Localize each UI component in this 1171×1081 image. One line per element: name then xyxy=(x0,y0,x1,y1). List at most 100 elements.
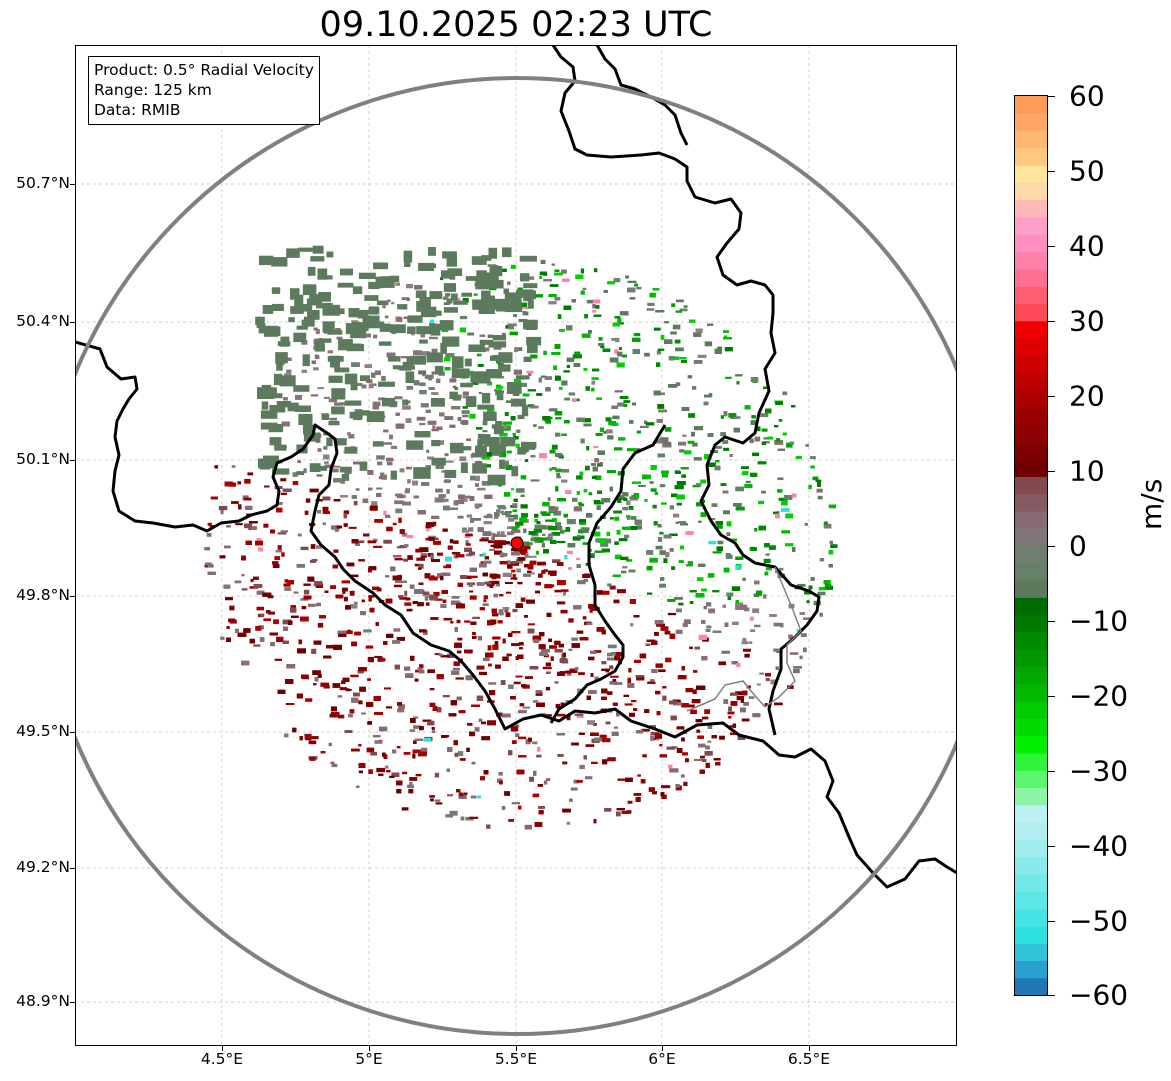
radar-echo-pixel xyxy=(368,487,373,491)
radar-map[interactable] xyxy=(75,45,957,1046)
radar-echo-pixel xyxy=(431,392,439,395)
radar-echo-pixel xyxy=(297,533,302,537)
radar-echo-pixel xyxy=(286,580,294,585)
radar-echo-pixel xyxy=(628,668,632,673)
radar-echo-pixel xyxy=(386,769,391,773)
radar-echo-pixel xyxy=(395,282,400,286)
radar-echo-pixel xyxy=(406,608,413,612)
radar-echo-pixel xyxy=(387,461,393,466)
radar-echo-pixel xyxy=(538,644,546,650)
radar-echo-pixel xyxy=(585,744,595,747)
radar-echo-pixel xyxy=(274,556,280,560)
radar-echo-pixel xyxy=(512,527,518,532)
radar-echo-pixel xyxy=(758,525,766,531)
radar-echo-pixel xyxy=(722,604,726,608)
radar-echo-pixel xyxy=(556,476,561,479)
radar-echo-pixel xyxy=(412,601,418,604)
radar-echo-pixel xyxy=(418,751,427,757)
radar-echo-pixel xyxy=(592,475,597,479)
radar-echo-pixel xyxy=(692,386,697,390)
radar-echo-pixel xyxy=(676,608,682,613)
radar-echo-pixel xyxy=(464,575,472,579)
radar-echo-pixel xyxy=(313,327,318,331)
radar-echo-pixel xyxy=(742,690,748,696)
radar-echo-pixel xyxy=(373,696,381,701)
radar-echo-pixel xyxy=(454,642,462,648)
radar-echo-pixel xyxy=(501,332,506,336)
radar-echo-pixel xyxy=(520,382,527,387)
radar-echo-pixel xyxy=(757,426,761,432)
radar-echo-pixel xyxy=(819,558,825,562)
radar-echo-pixel xyxy=(539,276,543,279)
radar-echo-pixel xyxy=(566,671,572,676)
radar-echo-pixel xyxy=(441,735,448,738)
radar-echo-pixel xyxy=(243,497,252,501)
radar-echo-pixel xyxy=(446,564,451,568)
radar-echo-pixel xyxy=(456,603,465,609)
radar-echo-pixel xyxy=(644,499,648,502)
radar-echo-pixel xyxy=(543,714,552,717)
radar-echo-pixel xyxy=(557,713,566,717)
radar-echo-pixel xyxy=(532,794,539,798)
radar-echo-pixel xyxy=(458,710,466,714)
radar-echo-pixel xyxy=(353,461,361,465)
radar-echo-pixel xyxy=(622,403,628,407)
radar-echo-pixel xyxy=(555,375,561,381)
radar-echo-pixel xyxy=(445,293,450,297)
radar-echo-pixel xyxy=(582,542,589,545)
radar-echo-pixel xyxy=(629,599,636,604)
radar-echo-pixel xyxy=(675,785,682,791)
radar-echo-pixel xyxy=(622,566,628,569)
radar-echo-pixel xyxy=(657,524,662,528)
radar-echo-pixel xyxy=(494,512,500,517)
radar-echo-pixel xyxy=(710,450,719,454)
radar-echo-pixel xyxy=(328,398,338,403)
radar-echo-pixel xyxy=(501,512,509,516)
radar-echo-pixel xyxy=(705,762,710,768)
radar-echo-pixel xyxy=(557,562,564,566)
radar-echo-pixel xyxy=(540,375,547,378)
radar-echo-pixel xyxy=(733,427,740,433)
radar-echo-pixel xyxy=(317,510,322,514)
radar-echo-pixel xyxy=(549,467,553,472)
radar-echo-pixel xyxy=(374,740,383,744)
radar-echo-pixel xyxy=(506,450,512,454)
radar-echo-pixel xyxy=(303,468,307,473)
radar-echo-pixel xyxy=(622,526,631,530)
radar-echo-pixel xyxy=(723,699,729,704)
radar-echo-pixel xyxy=(523,528,527,533)
radar-echo-pixel xyxy=(560,609,568,614)
radar-echo-pixel xyxy=(659,583,667,588)
radar-echo-pixel xyxy=(305,498,311,503)
radar-echo-pixel xyxy=(412,753,416,759)
radar-echo-pixel xyxy=(351,539,359,544)
radar-echo-pixel xyxy=(383,641,388,645)
radar-echo-pixel xyxy=(438,494,446,498)
radar-echo-pixel xyxy=(457,515,464,519)
radar-echo-pixel xyxy=(601,629,606,635)
radar-echo-pixel xyxy=(351,495,357,499)
radar-echo-pixel xyxy=(383,539,392,544)
radar-echo-pixel xyxy=(494,641,499,646)
radar-echo-pixel xyxy=(358,763,366,768)
radar-echo-pixel xyxy=(681,407,690,411)
radar-echo-pixel xyxy=(748,641,753,644)
radar-echo-pixel xyxy=(331,712,339,717)
radar-echo-pixel xyxy=(602,738,611,743)
radar-echo-pixel xyxy=(694,426,703,431)
radar-echo-pixel xyxy=(489,690,496,696)
radar-echo-pixel xyxy=(612,702,618,706)
radar-echo-pixel xyxy=(676,299,684,303)
radar-echo-pixel xyxy=(539,271,547,276)
radar-echo-pixel xyxy=(398,704,405,709)
radar-echo-pixel xyxy=(284,733,289,738)
radar-echo-pixel xyxy=(486,824,491,829)
radar-echo-pixel xyxy=(583,755,587,760)
radar-echo-pixel xyxy=(627,280,637,283)
radar-echo-pixel xyxy=(760,413,769,418)
radar-echo-pixel xyxy=(536,550,539,555)
radar-echo-pixel xyxy=(609,357,619,363)
radar-echo-pixel xyxy=(679,308,688,312)
radar-echo-pixel xyxy=(735,565,741,570)
radar-echo-pixel xyxy=(447,653,454,658)
